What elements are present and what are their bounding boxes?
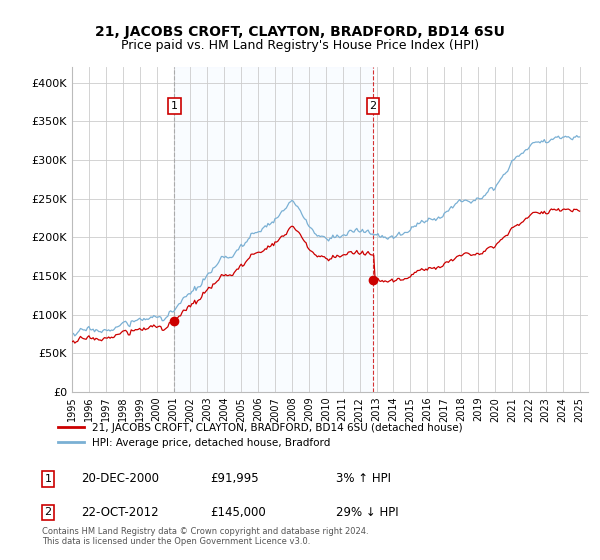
Text: 2: 2 (44, 507, 52, 517)
Text: £145,000: £145,000 (210, 506, 266, 519)
Text: 1: 1 (44, 474, 52, 484)
Text: 20-DEC-2000: 20-DEC-2000 (81, 472, 159, 486)
Text: Contains HM Land Registry data © Crown copyright and database right 2024.
This d: Contains HM Land Registry data © Crown c… (42, 526, 368, 546)
Text: 22-OCT-2012: 22-OCT-2012 (81, 506, 158, 519)
Legend: 21, JACOBS CROFT, CLAYTON, BRADFORD, BD14 6SU (detached house), HPI: Average pri: 21, JACOBS CROFT, CLAYTON, BRADFORD, BD1… (52, 418, 468, 453)
Text: Price paid vs. HM Land Registry's House Price Index (HPI): Price paid vs. HM Land Registry's House … (121, 39, 479, 52)
Text: 1: 1 (171, 101, 178, 111)
Bar (175, 67, 373, 392)
Text: 3% ↑ HPI: 3% ↑ HPI (336, 472, 391, 486)
Text: 29% ↓ HPI: 29% ↓ HPI (336, 506, 398, 519)
Text: £91,995: £91,995 (210, 472, 259, 486)
Text: 21, JACOBS CROFT, CLAYTON, BRADFORD, BD14 6SU: 21, JACOBS CROFT, CLAYTON, BRADFORD, BD1… (95, 25, 505, 39)
Text: 2: 2 (370, 101, 377, 111)
